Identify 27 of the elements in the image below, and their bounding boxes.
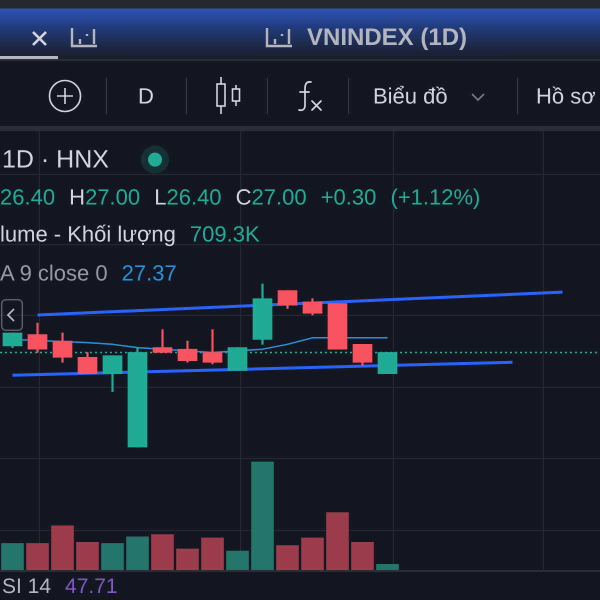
bar [126,536,149,572]
bar [26,543,49,572]
bar [351,542,374,572]
text: VNINDEX (1D) [307,24,468,52]
text: Biểu đồ [373,83,448,108]
annotation: A 9 close 0 [0,260,108,286]
text: 26.40 H27.00 L26.40 C27.00 +0.30 (+1.12%) [0,184,480,210]
bar [251,462,274,572]
bar [1,543,24,572]
bar [101,543,124,572]
chart-title: 1D · HNX [2,146,109,174]
text: lume - Khối lượng [0,221,176,247]
bar [226,550,249,572]
text: 709.3K [190,221,260,247]
bar [76,542,99,572]
text: SI 14 [2,574,52,600]
bar [276,545,299,572]
text: 47.71 [65,574,118,600]
text: D [138,83,154,108]
bar [201,538,224,572]
bar [326,512,349,572]
bar [176,548,199,572]
annotation: 27.37 [122,260,177,286]
bar [151,534,174,572]
text: Hồ sơ [536,83,596,108]
bar [51,525,74,572]
bar [301,538,324,572]
